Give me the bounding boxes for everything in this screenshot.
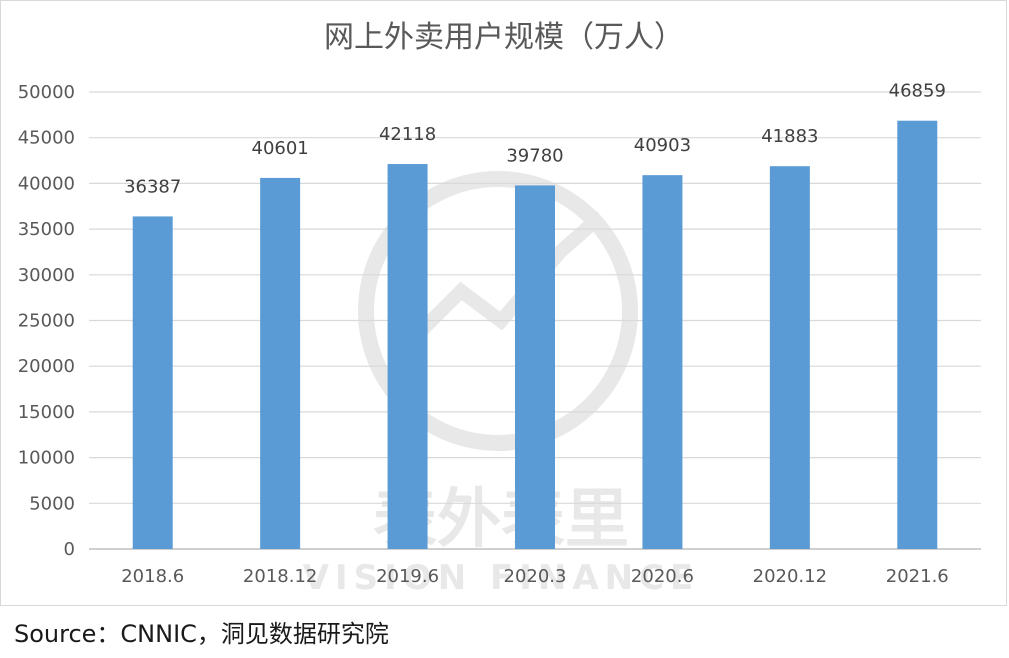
data-label: 36387 (124, 176, 181, 197)
x-tick-label: 2019.6 (376, 566, 439, 587)
bar (260, 177, 301, 549)
y-tick-label: 40000 (18, 173, 75, 194)
y-tick-label: 0 (64, 539, 75, 560)
data-label: 46859 (889, 81, 946, 102)
bars (132, 120, 938, 549)
x-tick-label: 2018.6 (121, 566, 184, 587)
watermark-ring (358, 171, 638, 451)
y-tick-label: 30000 (18, 265, 75, 286)
y-tick-label: 15000 (18, 402, 75, 423)
watermark-arrow (406, 210, 606, 346)
bar (132, 216, 173, 549)
x-tick-label: 2020.6 (631, 566, 694, 587)
bar (897, 120, 938, 549)
data-label: 40903 (634, 135, 691, 156)
chart-frame: 表外表里 VISION FINANCE 网上外卖用户规模（万人） 0 5000 10… (0, 0, 1007, 606)
x-tick-label: 2021.6 (886, 566, 949, 587)
data-label: 41883 (761, 126, 818, 147)
bar (515, 185, 555, 549)
watermark: 表外表里 VISION FINANCE (303, 171, 700, 598)
watermark-en: VISION FINANCE (303, 558, 700, 598)
y-tick-label: 5000 (29, 493, 75, 514)
y-tick-label: 20000 (18, 356, 75, 377)
source-note: Source：CNNIC，洞见数据研究院 (14, 620, 389, 648)
data-label: 39780 (506, 145, 563, 166)
bar (387, 164, 428, 549)
bar (642, 175, 683, 549)
y-axis-ticks: 0 5000 10000 15000 20000 25000 30000 35000 40000… (18, 82, 75, 560)
y-tick-label: 35000 (18, 219, 75, 240)
data-label: 42118 (379, 124, 436, 145)
chart-title: 网上外卖用户规模（万人） (324, 20, 684, 55)
bar (769, 166, 810, 549)
x-tick-label: 2020.3 (504, 566, 567, 587)
y-tick-label: 50000 (18, 82, 75, 103)
data-labels: 36387 40601 42118 39780 40903 41883 46859 (124, 81, 946, 198)
y-tick-label: 25000 (18, 311, 75, 332)
y-tick-label: 10000 (18, 448, 75, 469)
x-axis-ticks: 2018.6 2018.12 2019.6 2020.3 2020.6 2020.12 20… (121, 566, 949, 587)
y-tick-label: 45000 (18, 128, 75, 149)
bar-chart: 表外表里 VISION FINANCE 网上外卖用户规模（万人） 0 5000 10… (18, 20, 981, 598)
data-label: 40601 (252, 138, 309, 159)
x-tick-label: 2020.12 (753, 566, 827, 587)
x-tick-label: 2018.12 (243, 566, 317, 587)
